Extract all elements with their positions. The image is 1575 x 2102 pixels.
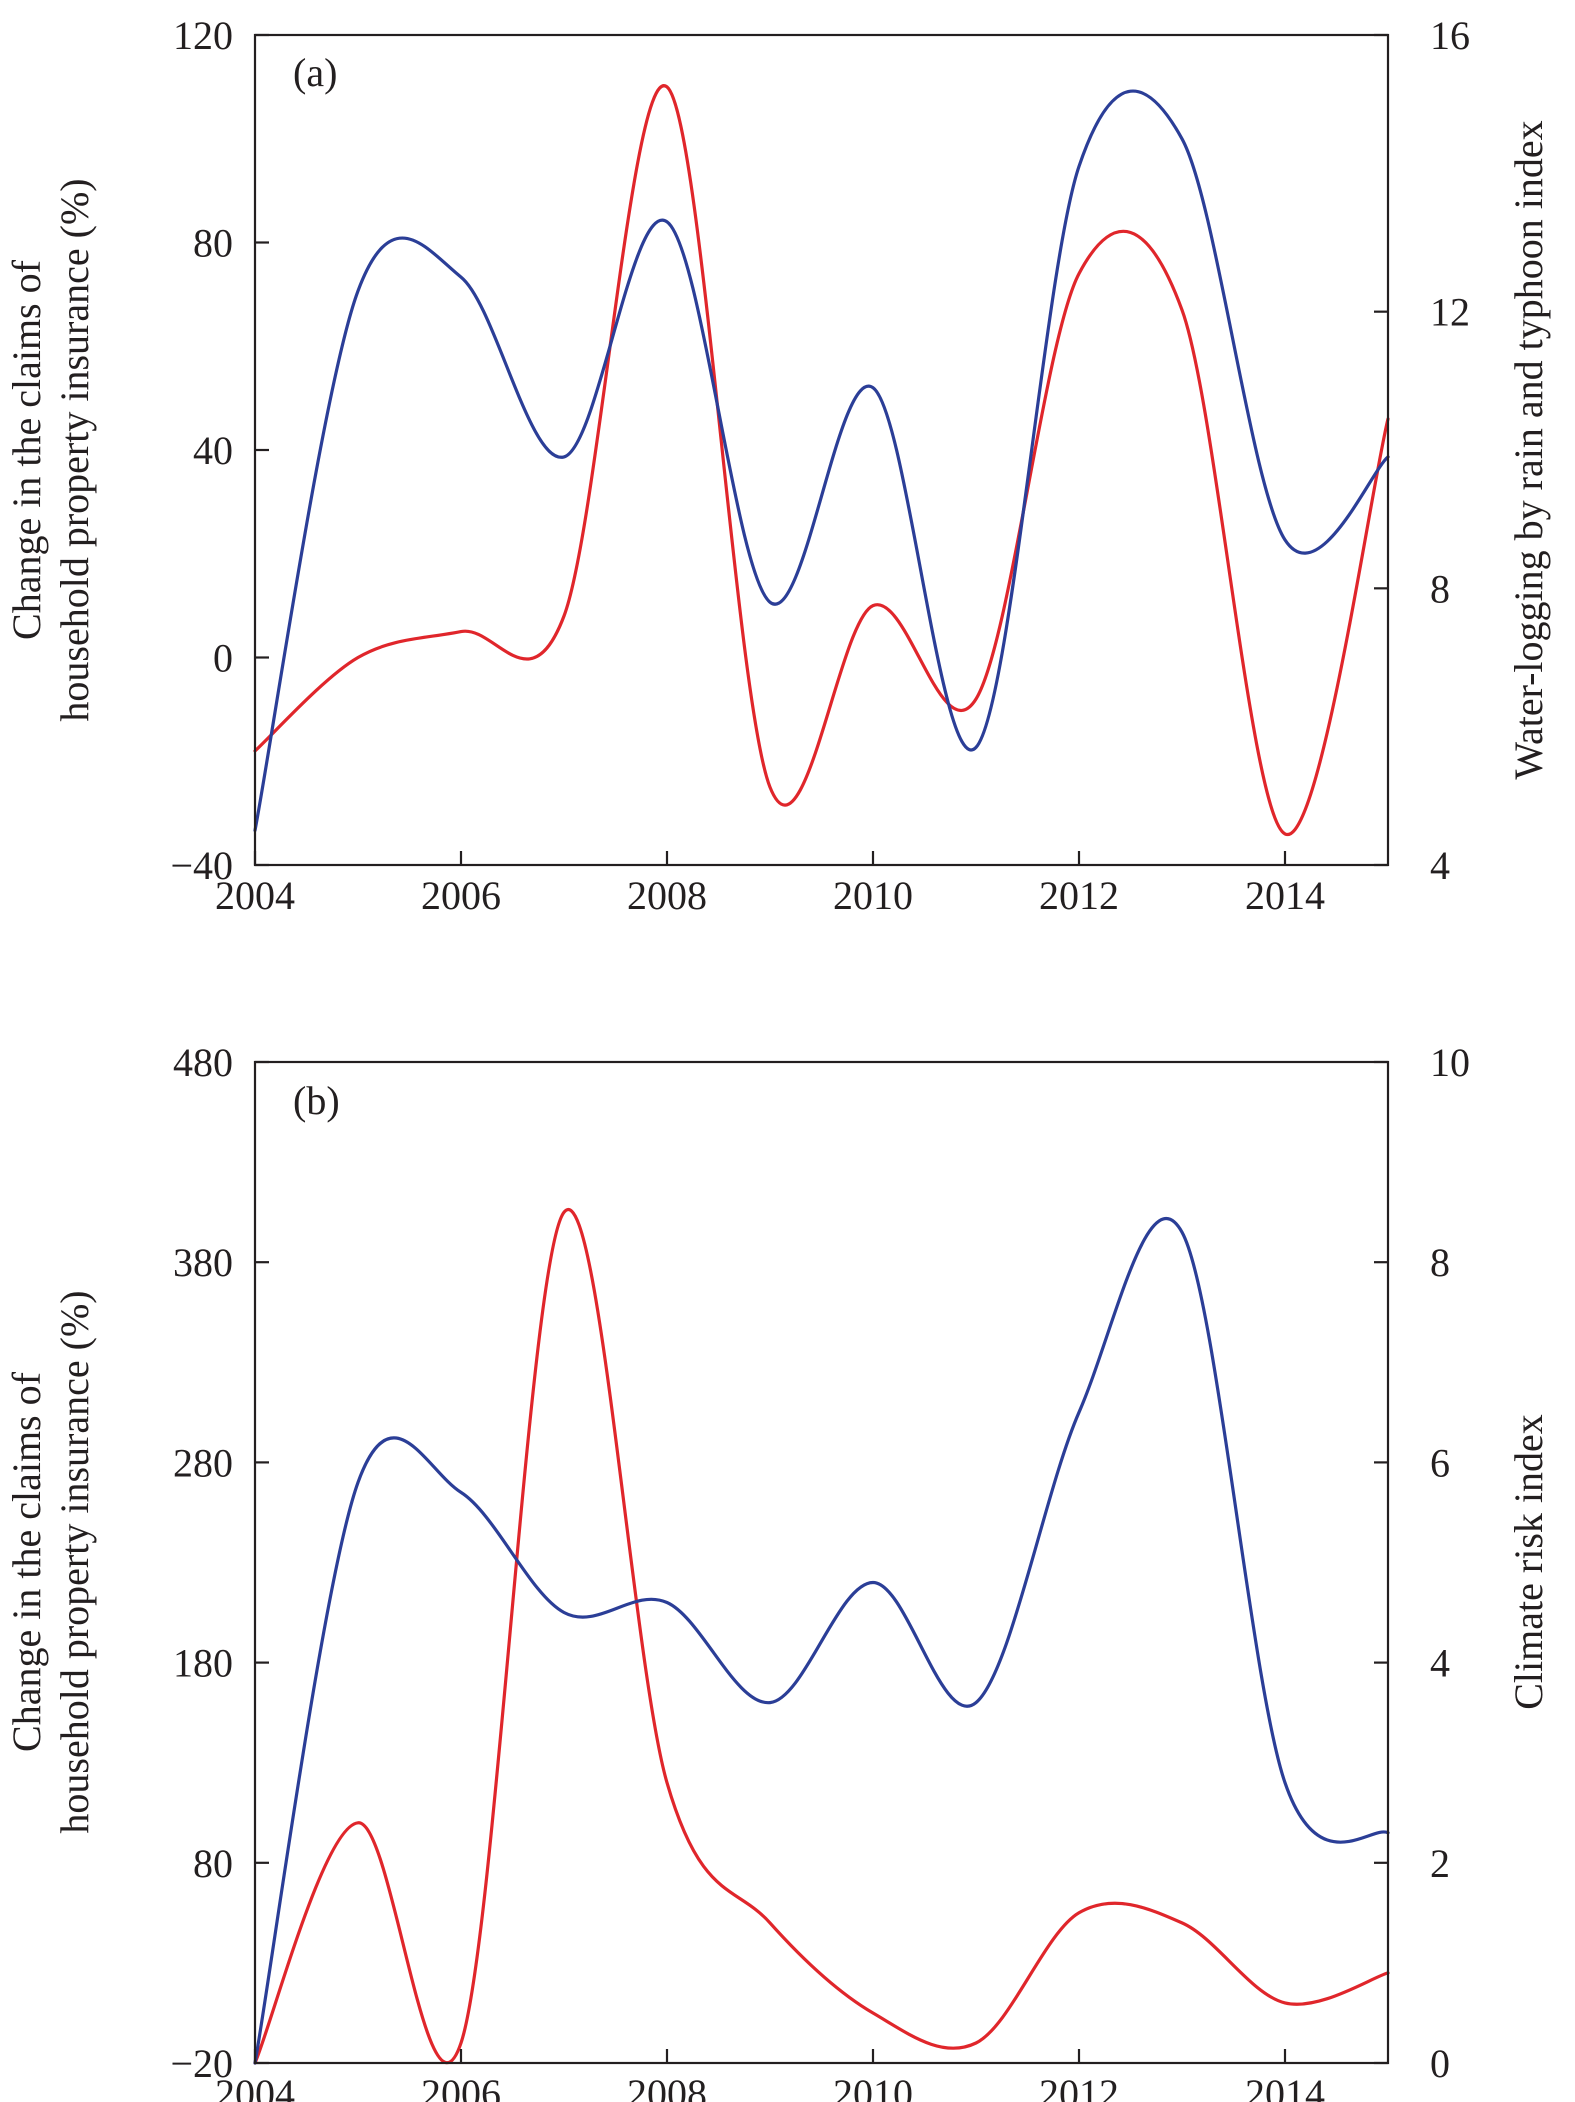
panel-b: Change in the claims of household proper… [4, 1040, 1551, 2102]
panel-b-left-y-tick-label: 80 [193, 1841, 233, 1886]
panel-a-x-tick-label: 2010 [833, 873, 913, 918]
panel-b-left-axis-title-line2: household property insurance (%) [52, 1290, 97, 1833]
panel-a-left-axis-title-line1: Change in the claims of [4, 259, 49, 640]
panel-b-right-y-tick-label: 0 [1430, 2041, 1450, 2086]
panel-a-right-y-tick-label: 16 [1430, 13, 1470, 58]
panel-a-right-y-tick-label: 8 [1430, 566, 1450, 611]
panel-a-left-y-tick-label: −40 [170, 843, 233, 888]
panel-b-plot-frame [253, 1060, 1390, 2065]
panel-b-left-axis-title-line1: Change in the claims of [4, 1371, 49, 1752]
panel-b-left-y-tick-label: 180 [173, 1641, 233, 1686]
panel-a-left-y-tick-label: 120 [173, 13, 233, 58]
panel-b-series: Change in the claims of household proper… [253, 1207, 1390, 2065]
panel-b-left-y-tick-label: 380 [173, 1240, 233, 1285]
panel-b-right-y-tick-label: 10 [1430, 1040, 1470, 1085]
panel-a-series-right-axis-line: Water-logging by rain and typhoon index [253, 89, 1390, 832]
panel-a-label: (a) [293, 50, 337, 95]
panel-a-left-y-tick-label: 40 [193, 428, 233, 473]
panel-b-ticks: 2004 2006 2008 2010 2012 2014−208018028038048… [170, 1040, 1470, 2102]
panel-a-right-y-tick-label: 12 [1430, 290, 1470, 335]
panel-a-x-tick-label: 2006 [421, 873, 501, 918]
panel-b-x-tick-label: 2008 [627, 2071, 707, 2102]
panel-b-series-right-axis-line: Climate risk index [253, 1217, 1390, 2065]
panel-b-left-y-tick-label: −20 [170, 2041, 233, 2086]
panel-b-x-tick-label: 2004 [215, 2071, 295, 2102]
panel-a-x-tick-label: 2014 [1245, 873, 1325, 918]
panel-b-right-axis-title: Climate risk index [1506, 1414, 1551, 1710]
panel-b-x-tick-label: 2014 [1245, 2071, 1325, 2102]
panel-a-right-y-tick-label: 4 [1430, 843, 1450, 888]
panel-b-right-y-tick-label: 4 [1430, 1641, 1450, 1686]
panel-b-label: (b) [293, 1078, 340, 1123]
panel-b-series-left-axis-line: Change in the claims of household proper… [253, 1207, 1390, 2065]
panel-b-left-y-tick-label: 280 [173, 1440, 233, 1485]
panel-a-left-y-tick-label: 0 [213, 636, 233, 681]
panel-a-ticks: 2004 2006 2008 2010 2012 2014 −40 0 40 80 120 4 8 12 1… [170, 13, 1470, 918]
panel-b-right-y-tick-label: 6 [1430, 1440, 1450, 1485]
panel-a-x-tick-label: 2004 [215, 873, 295, 918]
panel-b-left-y-tick-label: 480 [173, 1040, 233, 1085]
panel-a-x-tick-label: 2012 [1039, 873, 1119, 918]
panel-b-x-tick-label: 2012 [1039, 2071, 1119, 2102]
panel-a-right-axis-title: Water-logging by rain and typhoon index [1506, 120, 1551, 779]
panel-a: Change in the claims of household proper… [4, 13, 1551, 918]
panel-a-x-tick-label: 2008 [627, 873, 707, 918]
panel-b-x-tick-label: 2006 [421, 2071, 501, 2102]
panel-a-series-left-axis-line: Change in the claims of household proper… [253, 84, 1390, 836]
panel-a-left-axis-title-line2: household property insurance (%) [52, 178, 97, 721]
panel-a-series: Change in the claims of household proper… [253, 84, 1390, 836]
panel-b-x-tick-label: 2010 [833, 2071, 913, 2102]
panel-a-left-y-tick-label: 80 [193, 221, 233, 266]
panel-b-right-y-tick-label: 8 [1430, 1240, 1450, 1285]
panel-b-right-y-tick-label: 2 [1430, 1841, 1450, 1886]
